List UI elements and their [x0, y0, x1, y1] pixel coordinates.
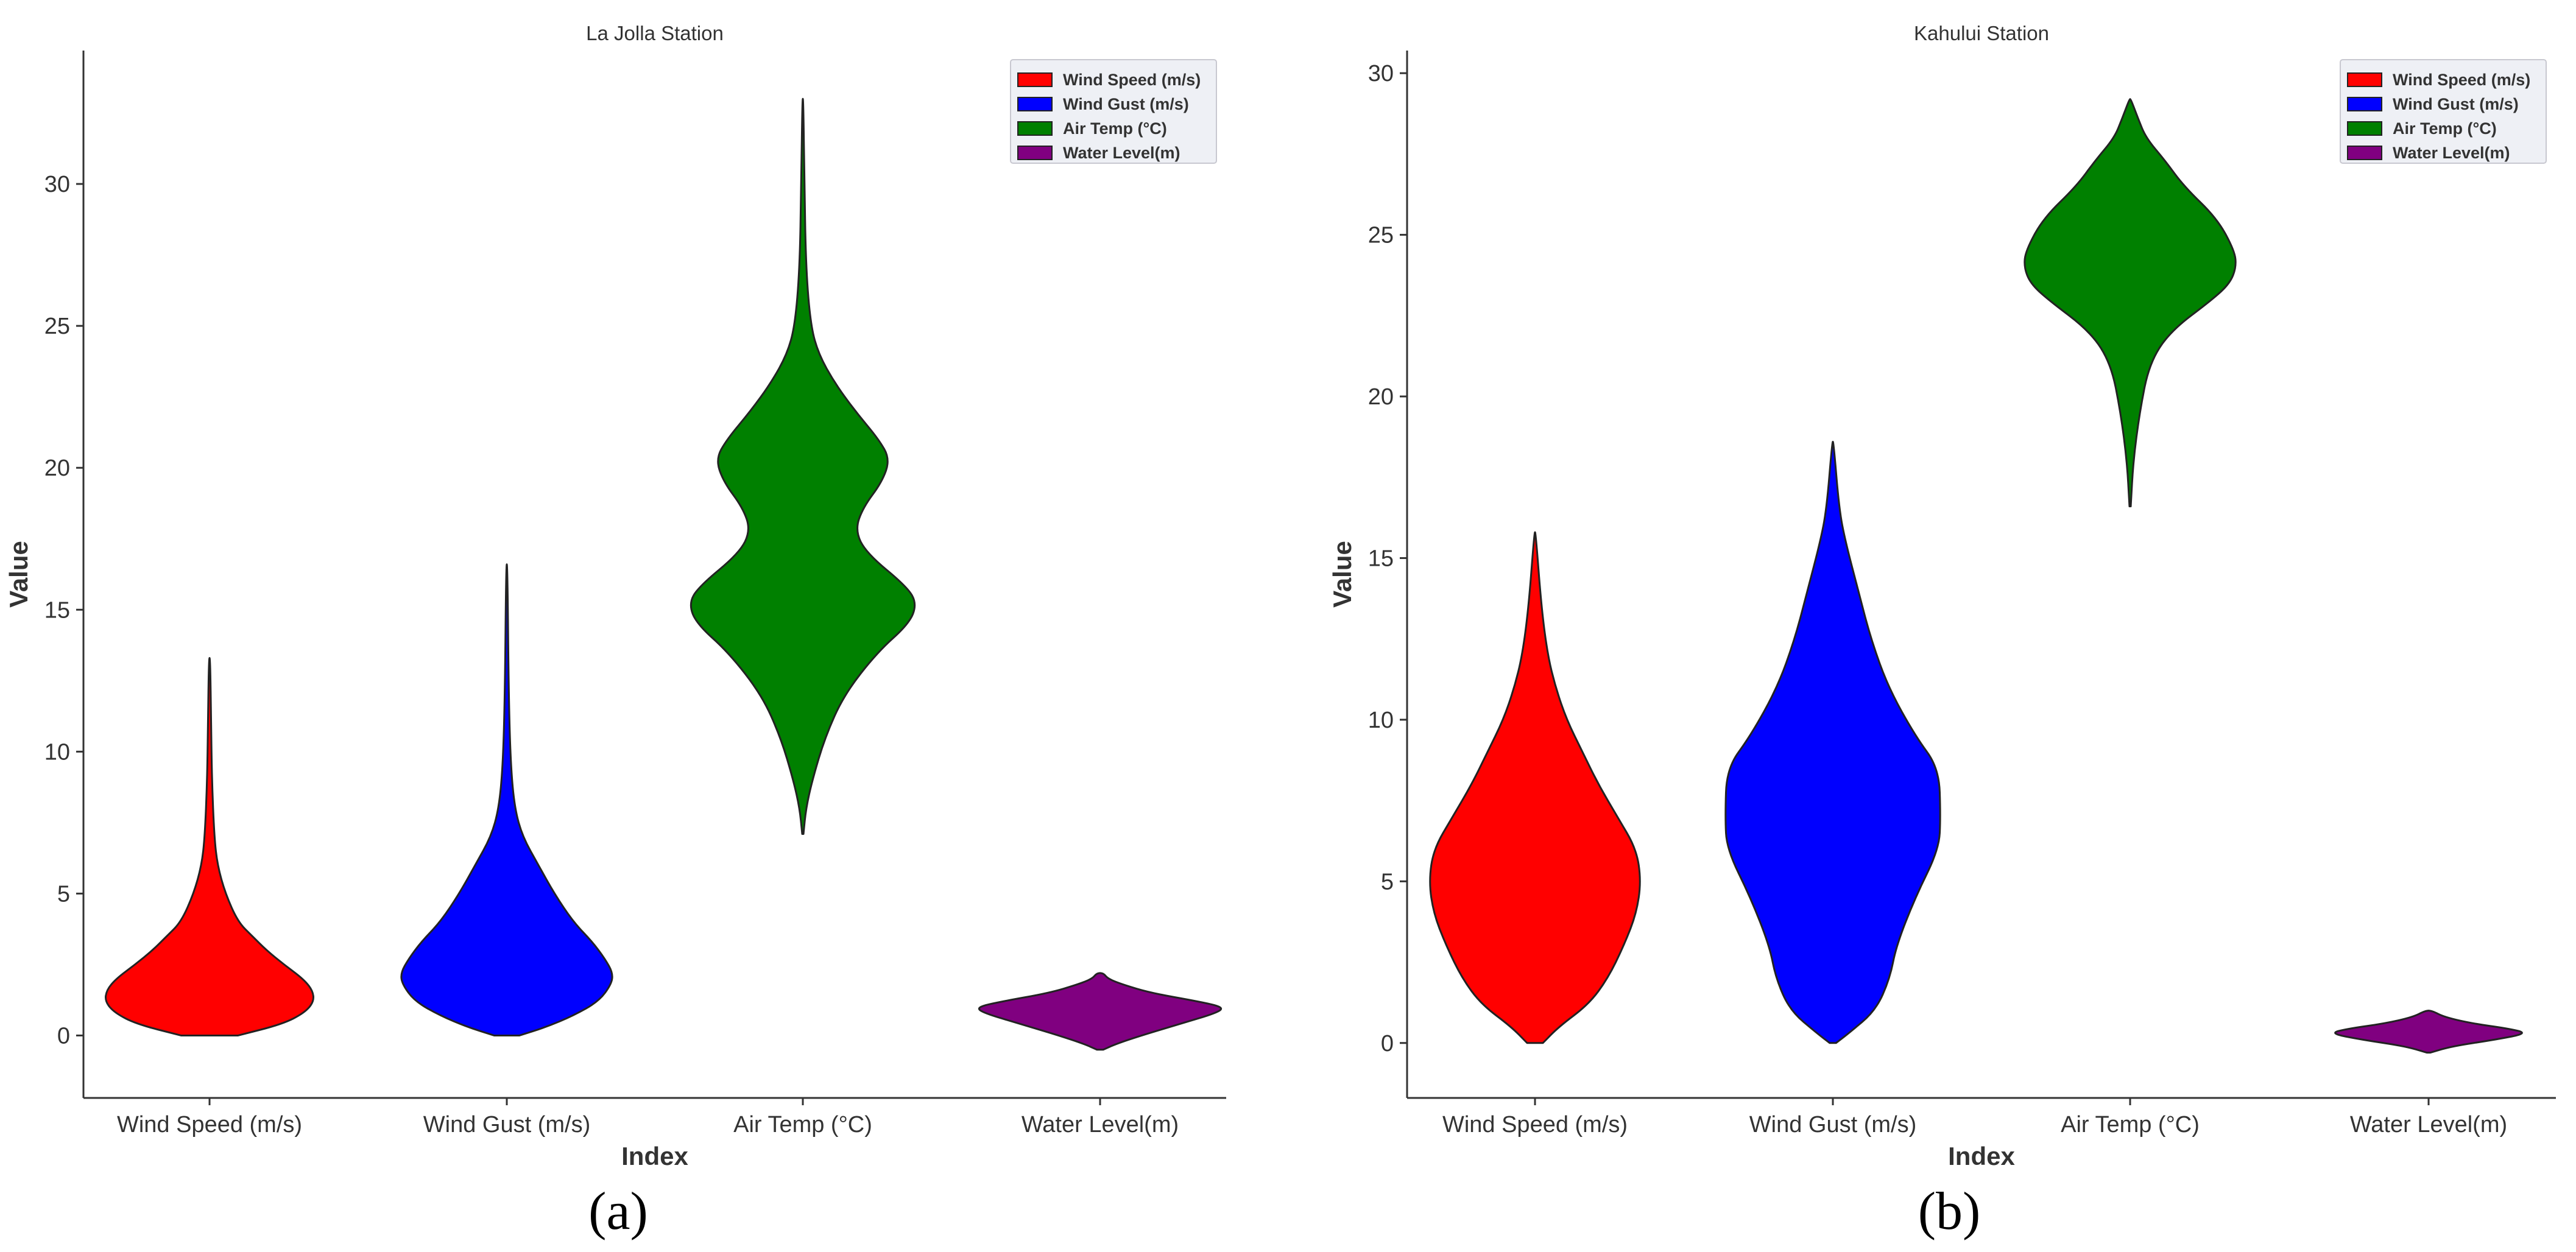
- legend-swatch: [1017, 72, 1053, 87]
- legend-label: Wind Gust (m/s): [2393, 95, 2519, 113]
- y-tick-label: 25: [1368, 223, 1394, 248]
- violin-wind-speed-m-s: [1429, 531, 1641, 1044]
- y-tick-label: 5: [57, 881, 70, 907]
- y-tick-label: 25: [44, 314, 70, 339]
- violin-wind-speed-m-s: [105, 657, 314, 1036]
- x-tick-label: Air Temp (°C): [2061, 1112, 2200, 1138]
- legend-swatch: [2347, 72, 2382, 87]
- legend-box: [1010, 59, 1217, 164]
- legend-swatch: [2347, 146, 2382, 160]
- legend-label: Wind Speed (m/s): [1063, 71, 1201, 89]
- panel-caption: (a): [588, 1182, 648, 1241]
- legend-label: Water Level(m): [1063, 144, 1180, 162]
- panel-caption: (b): [1918, 1182, 1981, 1241]
- y-tick-label: 20: [44, 455, 70, 481]
- legend-label: Wind Speed (m/s): [2393, 71, 2530, 89]
- chart-panel-b: Kahului Station 0 5 10 15 20 25 30 Value Wind Spe…: [1328, 22, 2556, 1241]
- legend-swatch: [2347, 97, 2382, 111]
- y-tick-label: 5: [1381, 869, 1394, 895]
- y-tick-label: 30: [44, 172, 70, 197]
- x-tick-label: Wind Speed (m/s): [1442, 1112, 1628, 1138]
- violin-wind-gust-m-s: [1724, 440, 1941, 1044]
- x-tick-label: Wind Gust (m/s): [423, 1112, 590, 1138]
- y-tick-label: 0: [57, 1023, 70, 1049]
- chart-title: La Jolla Station: [586, 22, 724, 44]
- chart-title: Kahului Station: [1914, 22, 2049, 44]
- legend-swatch: [1017, 121, 1053, 136]
- x-tick-label: Water Level(m): [1022, 1112, 1179, 1138]
- legend-swatch: [1017, 97, 1053, 111]
- chart-panel-a: La Jolla Station 0 5 10 15 20 25 30 Value Wind Sp…: [4, 22, 1226, 1241]
- x-axis-label: Index: [1948, 1142, 2015, 1170]
- y-tick-label: 30: [1368, 61, 1394, 86]
- y-tick-label: 0: [1381, 1031, 1394, 1057]
- legend-box: [2340, 59, 2547, 164]
- legend-swatch: [1017, 146, 1053, 160]
- violin-wind-gust-m-s: [400, 563, 613, 1036]
- y-tick-label: 10: [44, 739, 70, 765]
- legend-label: Air Temp (°C): [1063, 119, 1167, 138]
- y-tick-label: 15: [44, 597, 70, 623]
- y-tick-label: 10: [1368, 708, 1394, 733]
- y-axis-label: Value: [4, 541, 33, 608]
- legend-label: Air Temp (°C): [2393, 119, 2497, 138]
- legend-label: Wind Gust (m/s): [1063, 95, 1189, 113]
- y-axis-label: Value: [1328, 541, 1357, 608]
- violin-water-level-m: [2334, 1010, 2523, 1054]
- x-tick-label: Wind Gust (m/s): [1749, 1112, 1916, 1138]
- violin-water-level-m: [978, 972, 1223, 1051]
- legend-label: Water Level(m): [2393, 144, 2510, 162]
- x-tick-label: Air Temp (°C): [733, 1112, 872, 1138]
- violin-air-temp-c: [690, 97, 916, 835]
- y-tick-label: 20: [1368, 384, 1394, 410]
- x-tick-label: Wind Speed (m/s): [117, 1112, 302, 1138]
- x-axis-label: Index: [621, 1142, 688, 1170]
- violin-air-temp-c: [2024, 98, 2237, 508]
- y-tick-label: 15: [1368, 546, 1394, 571]
- legend-swatch: [2347, 121, 2382, 136]
- x-tick-label: Water Level(m): [2350, 1112, 2507, 1138]
